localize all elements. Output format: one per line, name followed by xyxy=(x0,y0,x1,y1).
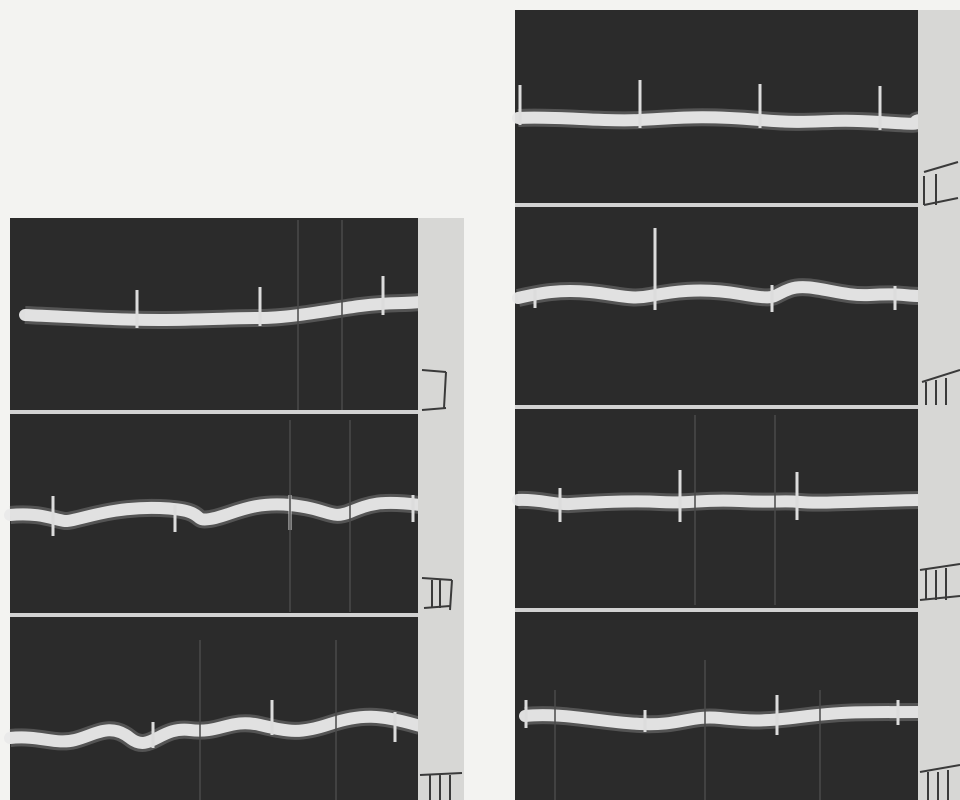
left-lead-strip xyxy=(418,218,464,800)
left-strip-2 xyxy=(4,420,426,617)
right-ecg-panel xyxy=(512,10,926,800)
right-lead-mark-2 xyxy=(921,369,960,405)
left-strip-3 xyxy=(4,640,426,800)
right-strip-3 xyxy=(512,415,926,612)
right-lead-mark-4 xyxy=(919,764,960,800)
right-lead-mark-1 xyxy=(923,161,959,206)
left-ecg-panel xyxy=(4,218,426,800)
left-lead-mark-3 xyxy=(419,772,463,800)
left-lead-mark-1 xyxy=(421,369,447,411)
left-lead-mark-2 xyxy=(421,577,453,611)
right-strip-4 xyxy=(519,660,926,800)
right-lead-mark-3 xyxy=(919,563,960,601)
right-strip-2 xyxy=(512,228,926,409)
right-lead-strip xyxy=(918,10,960,800)
right-strip-1 xyxy=(512,80,926,207)
left-strip-1 xyxy=(10,220,426,414)
